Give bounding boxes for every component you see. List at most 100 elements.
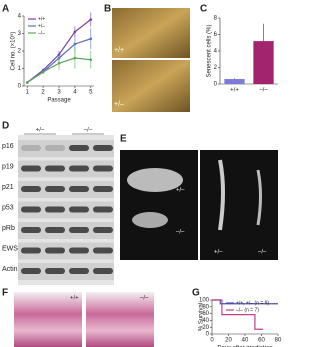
x-tick-label: 40 <box>242 338 249 344</box>
y-tick-label: 4 <box>18 14 22 20</box>
point <box>73 56 77 60</box>
panel-e-xray <box>120 150 278 260</box>
point <box>25 81 29 84</box>
x-tick-label: 1 <box>26 90 30 96</box>
bar <box>253 41 274 84</box>
panel-label: F <box>2 288 8 299</box>
image-label: +/– <box>214 250 223 256</box>
x-axis-label: Days after irradiation <box>217 346 272 347</box>
band <box>69 206 89 213</box>
blot-strip <box>18 201 114 219</box>
protein-label: p53 <box>2 204 14 211</box>
genotype-label: –/– <box>84 128 93 134</box>
band <box>21 165 41 172</box>
band <box>45 186 65 192</box>
point <box>41 70 45 74</box>
series-line <box>212 299 264 330</box>
y-tick-label: 6 <box>214 32 218 38</box>
image-label: +/– <box>176 188 185 194</box>
x-tick-label: 4 <box>73 90 77 96</box>
band <box>45 145 65 151</box>
protein-label: Actin <box>2 266 18 273</box>
x-tick-label: 80 <box>275 338 282 344</box>
x-tick-label: 0 <box>210 338 214 344</box>
image-label: +/+ <box>70 296 79 302</box>
band <box>69 186 89 192</box>
legend-label: +/+, +/– (n = 9) <box>236 300 269 306</box>
band <box>93 268 113 274</box>
protein-label: EWS <box>2 245 18 252</box>
x-tick-label: +/+ <box>230 88 239 94</box>
y-tick-label: 100 <box>199 298 210 304</box>
y-axis-label: Senescent cells (%) <box>207 24 213 77</box>
y-tick-label: 2 <box>214 65 218 71</box>
band <box>69 268 89 274</box>
point <box>89 58 93 62</box>
y-tick-label: 3 <box>18 31 22 37</box>
image-label: –/– <box>176 230 185 236</box>
y-tick-label: 40 <box>202 318 209 324</box>
panel-label: E <box>120 134 127 145</box>
blot-strip <box>18 140 114 157</box>
y-tick-label: 4 <box>214 49 218 55</box>
band <box>21 145 41 151</box>
y-tick-label: 20 <box>202 325 209 331</box>
band <box>69 165 89 172</box>
image-label: +/– <box>114 101 124 108</box>
blot-strip <box>18 242 114 260</box>
genotype-label: +/– <box>36 128 45 134</box>
y-tick-label: 1 <box>18 66 22 72</box>
band <box>93 206 113 213</box>
y-tick-label: 0 <box>206 332 210 338</box>
y-tick-label: 60 <box>202 311 209 317</box>
band <box>45 227 65 233</box>
band <box>21 186 41 192</box>
band <box>69 247 89 254</box>
y-tick-label: 80 <box>202 304 209 310</box>
point <box>57 61 61 65</box>
x-tick-label: 20 <box>225 338 232 344</box>
y-tick-label: 0 <box>18 84 22 90</box>
y-axis-label: Cell no. (×10⁵) <box>10 32 17 71</box>
y-tick-label: 0 <box>214 82 218 88</box>
band <box>93 186 113 192</box>
band <box>93 247 113 254</box>
band <box>69 227 89 233</box>
legend-label: +/– <box>38 23 45 29</box>
panel-label: A <box>2 4 9 15</box>
point <box>89 37 93 41</box>
panel-b-images <box>112 8 190 112</box>
panel-label: B <box>104 4 111 15</box>
band <box>93 165 113 172</box>
x-tick-label: 3 <box>57 90 61 96</box>
band <box>21 247 41 254</box>
image-label: +/+ <box>114 47 124 54</box>
blot-strip <box>18 181 114 198</box>
band <box>45 206 65 213</box>
image-label: –/– <box>258 250 267 256</box>
legend-label: –/– <box>38 30 45 36</box>
blot-strip <box>18 263 114 280</box>
blot-strip <box>18 222 114 239</box>
band <box>69 145 89 151</box>
protein-label: p16 <box>2 143 14 150</box>
panel-label: D <box>2 121 9 132</box>
band <box>93 227 113 233</box>
y-tick-label: 8 <box>214 16 218 22</box>
panel-label: G <box>192 288 200 299</box>
band <box>21 268 41 274</box>
protein-label: pRb <box>2 225 15 232</box>
point <box>73 30 77 34</box>
panel-f-histology <box>14 292 154 347</box>
band <box>45 247 65 254</box>
panel-label: C <box>200 4 207 15</box>
y-tick-label: 2 <box>18 49 22 55</box>
y-axis-label: % Survival <box>199 303 205 331</box>
x-tick-label: 5 <box>89 90 93 96</box>
point <box>89 18 93 21</box>
blot-strip <box>18 160 114 178</box>
band <box>45 165 65 172</box>
protein-label: p21 <box>2 184 14 191</box>
protein-label: p19 <box>2 163 14 170</box>
point <box>73 42 77 46</box>
